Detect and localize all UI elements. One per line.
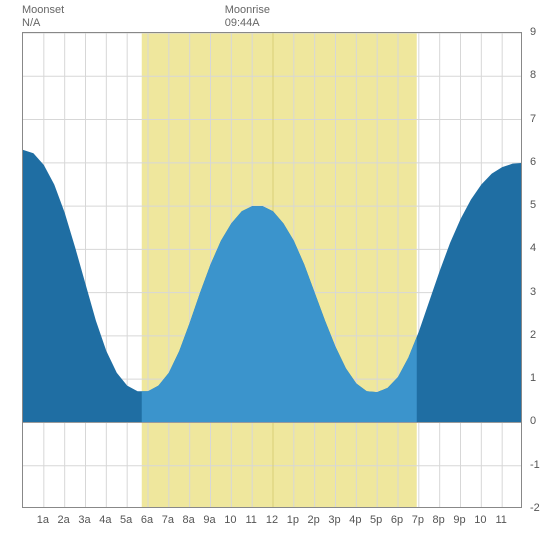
x-tick-label: 8p [433,514,445,526]
x-axis: 1a 2a 3a 4a 5a 6a 7a 8a 9a 10 11 12 1p 2p 3p 4p 5p 6p 7p 8p… [22,512,522,530]
plot-area [22,32,522,508]
tide-chart: Moonset N/A Moonrise 09:44A 1a 2a 3a 4a 5a 6a… [0,0,550,550]
x-tick-label: 4p [349,514,361,526]
x-tick-label: 11 [495,514,506,526]
x-tick-label: 4a [99,514,111,526]
y-tick-label: 0 [530,415,536,427]
x-tick-label: 6a [141,514,153,526]
y-tick-label: 8 [530,69,536,81]
moonrise-value: 09:44A [225,17,270,30]
moonset-block: Moonset N/A [22,4,64,30]
x-tick-label: 2a [58,514,70,526]
x-tick-label: 6p [391,514,403,526]
x-tick-label: 9a [203,514,215,526]
x-tick-label: 9p [453,514,465,526]
moonrise-block: Moonrise 09:44A [225,4,270,30]
y-tick-label: -1 [530,459,540,471]
x-tick-label: 1p [287,514,299,526]
y-tick-label: 1 [530,372,536,384]
y-axis: -2-10123456789 [526,32,548,508]
x-tick-label: 2p [308,514,320,526]
y-tick-label: 3 [530,286,536,298]
y-tick-label: 6 [530,156,536,168]
y-tick-label: 7 [530,113,536,125]
y-tick-label: -2 [530,502,540,514]
x-tick-label: 5a [120,514,132,526]
x-tick-label: 7p [412,514,424,526]
y-tick-label: 4 [530,242,536,254]
x-tick-label: 8a [183,514,195,526]
x-tick-label: 5p [370,514,382,526]
x-tick-label: 10 [474,514,486,526]
x-tick-label: 12 [266,514,278,526]
plot-svg [23,33,522,508]
y-tick-label: 9 [530,26,536,38]
moonset-label: Moonset [22,4,64,17]
moonrise-label: Moonrise [225,4,270,17]
x-tick-label: 7a [162,514,174,526]
moonset-value: N/A [22,17,64,30]
x-tick-label: 10 [224,514,236,526]
x-tick-label: 11 [245,514,256,526]
x-tick-label: 3a [78,514,90,526]
x-tick-label: 1a [37,514,49,526]
x-tick-label: 3p [328,514,340,526]
y-tick-label: 5 [530,199,536,211]
y-tick-label: 2 [530,329,536,341]
